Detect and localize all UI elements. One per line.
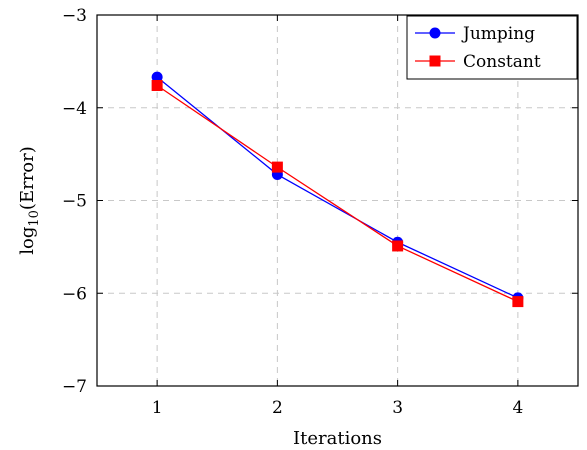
legend-label: Constant bbox=[463, 52, 541, 72]
y-axis-label-base: log bbox=[17, 227, 38, 255]
y-axis-label-rest: (Error) bbox=[17, 146, 38, 210]
series-constant bbox=[151, 79, 524, 308]
x-axis-label: Iterations bbox=[293, 428, 382, 449]
x-tick-label: 1 bbox=[152, 398, 163, 418]
y-tick-label: −6 bbox=[62, 284, 87, 304]
data-point-circle bbox=[429, 27, 441, 39]
x-tick-label: 2 bbox=[272, 398, 283, 418]
axis-ticks bbox=[97, 14, 578, 387]
data-point-square bbox=[429, 55, 441, 67]
x-tick-label: 3 bbox=[392, 398, 403, 418]
grid-lines bbox=[97, 15, 578, 386]
y-axis-label: log10(Error) bbox=[17, 146, 42, 255]
x-tick-label: 4 bbox=[512, 398, 523, 418]
y-tick-label: −5 bbox=[62, 192, 87, 212]
legend: Jumping Constant bbox=[406, 15, 578, 80]
series-line bbox=[156, 76, 519, 299]
series-layer bbox=[151, 71, 524, 308]
series-line bbox=[156, 84, 519, 303]
data-point-square bbox=[151, 79, 163, 91]
data-point-circle bbox=[151, 71, 163, 83]
y-axis-label-subscript: 10 bbox=[27, 210, 42, 227]
data-point-square bbox=[512, 296, 524, 308]
legend-entry: Jumping bbox=[415, 24, 535, 44]
legend-box bbox=[406, 15, 578, 80]
data-point-square bbox=[392, 240, 404, 252]
data-point-square bbox=[271, 161, 283, 173]
y-tick-label: −7 bbox=[62, 377, 87, 397]
legend-entry: Constant bbox=[415, 52, 541, 72]
legend-label: Jumping bbox=[461, 24, 535, 44]
series-jumping bbox=[151, 71, 524, 304]
tick-labels: 1 2 3 4 −7 −6 −5 −4 −3 bbox=[62, 6, 523, 418]
y-tick-label: −3 bbox=[62, 6, 87, 26]
y-tick-label: −4 bbox=[62, 99, 87, 119]
